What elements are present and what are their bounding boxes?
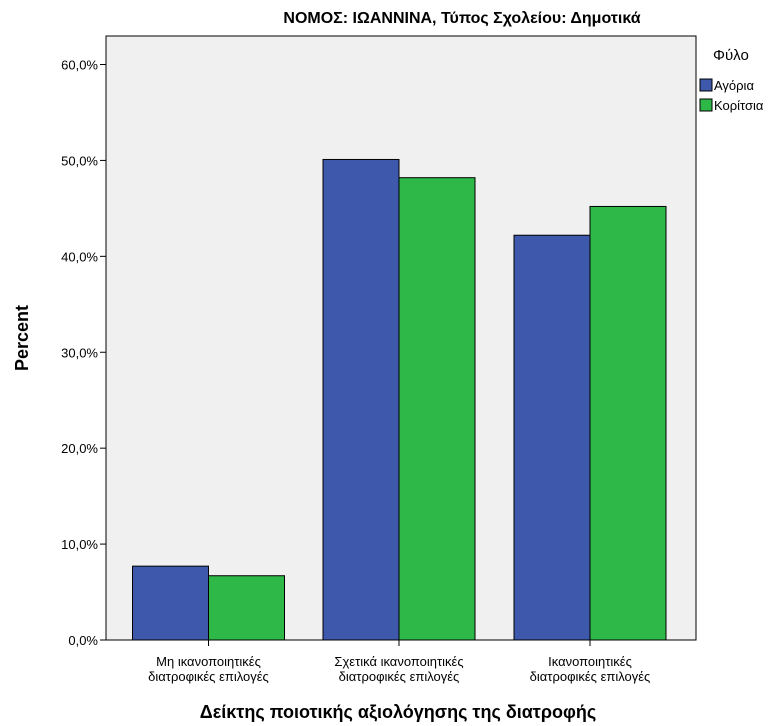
x-category-label-line: διατροφικές επιλογές	[148, 669, 269, 684]
y-tick-label: 50,0%	[61, 153, 98, 168]
legend-swatch-1	[699, 98, 713, 112]
bar-1-0	[208, 575, 285, 641]
x-category-label-line: Μη ικανοποιητικές	[156, 654, 261, 669]
bar-0-0	[132, 565, 209, 641]
y-axis: 0,0% 10,0% 20,0% 30,0% 40,0% 50,0% 60,0%	[61, 58, 106, 648]
legend: Φύλο Αγόρια Κορίτσια	[699, 47, 764, 113]
bars	[132, 158, 667, 641]
legend-title: Φύλο	[713, 47, 749, 64]
y-tick-label: 20,0%	[61, 441, 98, 456]
y-tick-label: 60,0%	[61, 58, 98, 73]
x-category-label-line: Σχετικά ικανοποιητικές	[334, 654, 463, 669]
x-category-label: Ικανοποιητικές διατροφικές επιλογές	[530, 654, 651, 684]
legend-label-0: Αγόρια	[714, 78, 754, 93]
chart-title: ΝΟΜΟΣ: ΙΩΑΝΝΙΝΑ, Τύπος Σχολείου: Δημοτικ…	[283, 10, 640, 27]
x-axis: Μη ικανοποιητικές διατροφικές επιλογέςΣχε…	[148, 640, 650, 684]
legend-swatch-0	[699, 78, 713, 92]
y-axis-title: Percent	[12, 305, 32, 371]
bar-0-1	[322, 158, 400, 641]
y-tick-label: 40,0%	[61, 249, 98, 264]
bar-0-2	[513, 234, 591, 641]
x-category-label-line: διατροφικές επιλογές	[339, 669, 460, 684]
x-category-label: Μη ικανοποιητικές διατροφικές επιλογές	[148, 654, 269, 684]
legend-label-1: Κορίτσια	[714, 98, 764, 113]
bar-1-2	[589, 205, 667, 641]
x-category-label-line: Ικανοποιητικές	[548, 654, 632, 669]
x-axis-title: Δείκτης ποιοτικής αξιολόγησης της διατρο…	[200, 702, 596, 723]
y-tick-label: 0,0%	[68, 633, 98, 648]
bar-1-1	[398, 177, 476, 641]
y-tick-label: 10,0%	[61, 537, 98, 552]
x-category-label-line: διατροφικές επιλογές	[530, 669, 651, 684]
x-category-label: Σχετικά ικανοποιητικές διατροφικές επιλογ…	[334, 654, 463, 684]
y-tick-label: 30,0%	[61, 345, 98, 360]
